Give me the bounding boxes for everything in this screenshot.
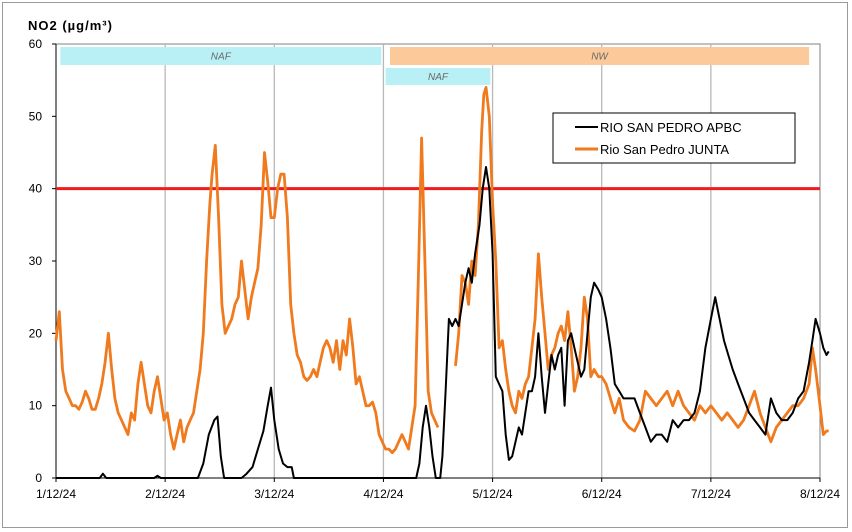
period-band-naf: [385, 68, 491, 85]
y-tick-label: 50: [29, 109, 43, 123]
y-tick-label: 10: [29, 399, 43, 413]
y-tick-label: 0: [35, 471, 42, 485]
legend-label: RIO SAN PEDRO APBC: [600, 120, 742, 135]
x-tick-label: 1/12/24: [36, 487, 76, 501]
period-band-nw: [389, 47, 810, 65]
y-tick-label: 60: [29, 37, 43, 51]
period-band-naf: [60, 47, 382, 65]
legend-box: [552, 112, 796, 164]
x-tick-label: 3/12/24: [254, 487, 294, 501]
x-tick-label: 2/12/24: [145, 487, 185, 501]
x-tick-label: 7/12/24: [691, 487, 731, 501]
period-band-label: NAF: [428, 72, 449, 83]
x-tick-label: 6/12/24: [582, 487, 622, 501]
series-line-1: [54, 86, 829, 455]
y-tick-label: 40: [29, 182, 43, 196]
chart-title: NO2 (µg/m³): [28, 18, 113, 33]
series-line-0: [56, 166, 830, 479]
x-tick-label: 4/12/24: [363, 487, 403, 501]
period-band-label: NAF: [211, 52, 232, 63]
x-tick-label: 8/12/24: [800, 487, 840, 501]
period-band-label: NW: [591, 52, 609, 63]
series-lines: [54, 86, 830, 479]
legend: RIO SAN PEDRO APBC Rio San Pedro JUNTA: [552, 112, 796, 164]
x-tick-label: 5/12/24: [473, 487, 513, 501]
period-bands: NAF NAF NW: [60, 47, 810, 85]
legend-label: Rio San Pedro JUNTA: [600, 142, 729, 157]
y-tick-label: 30: [29, 254, 43, 268]
y-tick-label: 20: [29, 326, 43, 340]
